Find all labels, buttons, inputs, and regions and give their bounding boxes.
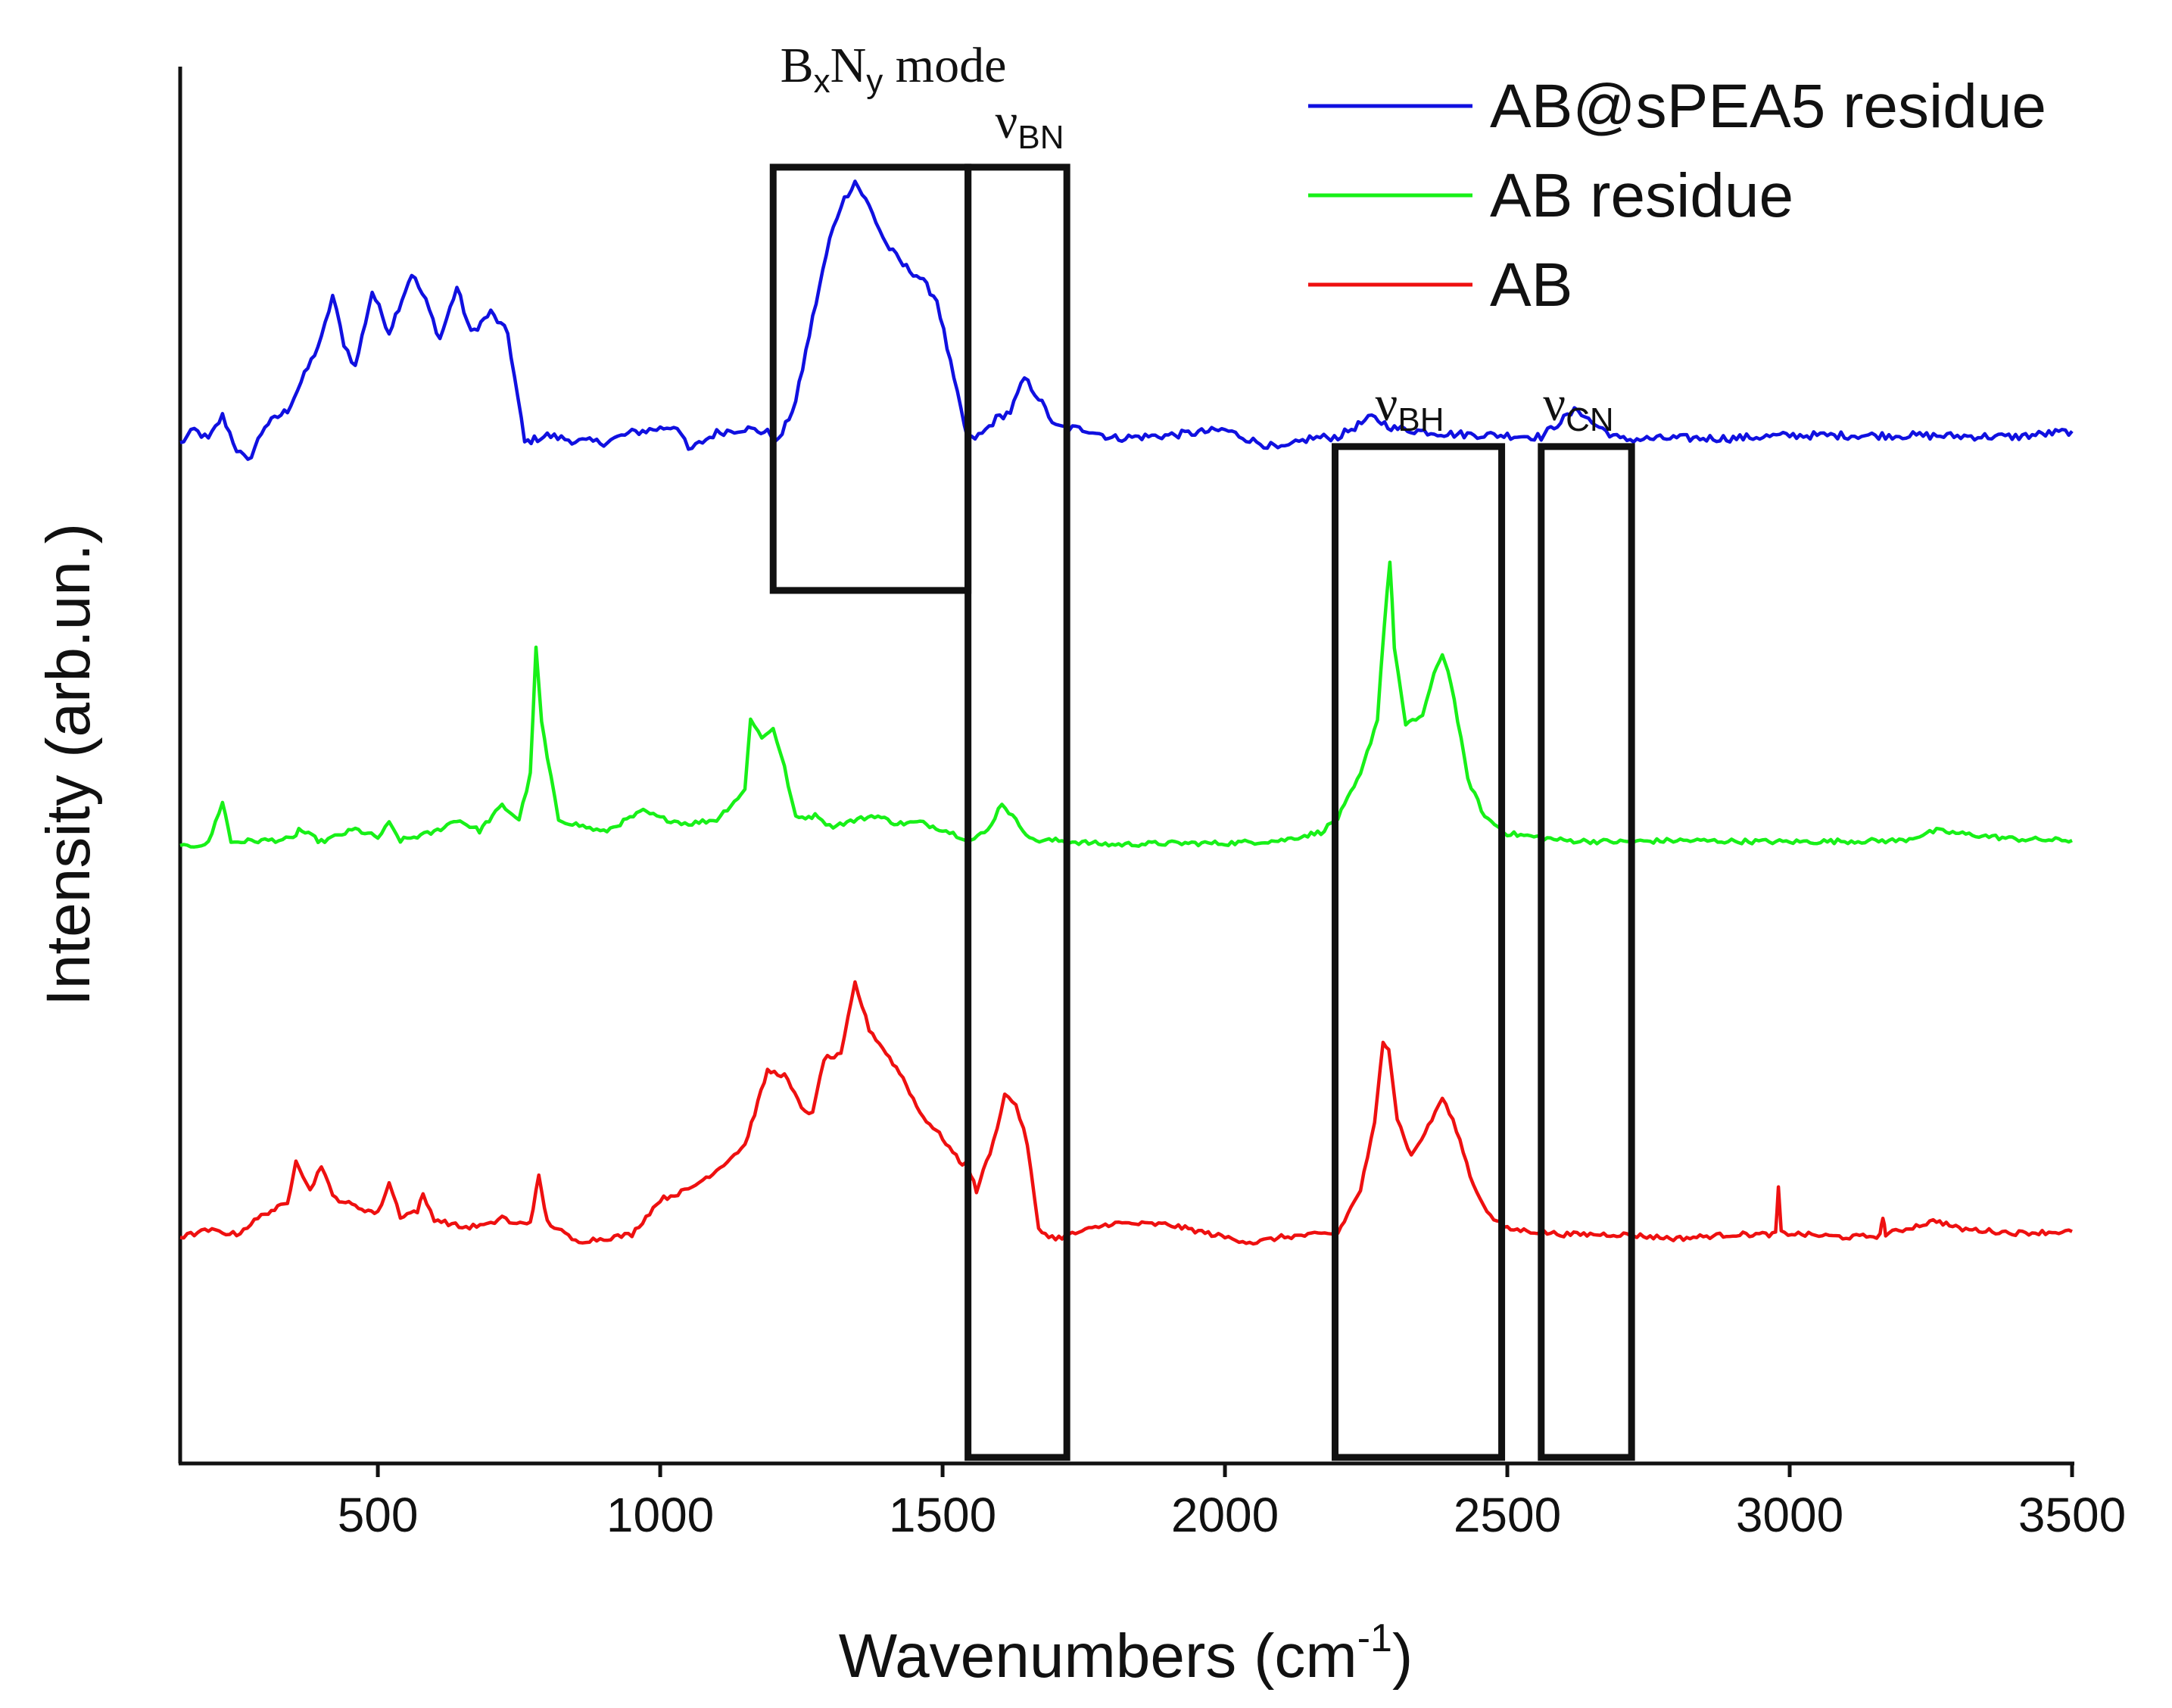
- x-axis-title: Wavenumbers (cm-1): [839, 1616, 1413, 1691]
- x-tick-label: 2500: [1454, 1488, 1561, 1542]
- bxny-mode-label: BxNy mode: [781, 38, 1007, 100]
- series-line-ab: [179, 980, 2073, 1246]
- series-line-ab-spea5-residue: [179, 179, 2074, 461]
- x-tick-label: 500: [338, 1488, 419, 1542]
- nu-bh-label: νBH: [1376, 376, 1444, 438]
- series-line-ab-residue: [179, 560, 2073, 849]
- nu-bn-label: νBN: [996, 94, 1064, 156]
- nu-cn-label: νCN: [1543, 376, 1613, 438]
- x-axis-title-end: ): [1392, 1622, 1413, 1691]
- bxny-mode-box: [769, 164, 972, 594]
- legend-label-ab-spea5-residue: AB@sPEA5 residue: [1490, 72, 2046, 141]
- x-tick-label: 3500: [2018, 1488, 2126, 1542]
- x-tick-label: 1000: [606, 1488, 714, 1542]
- nu-cn-box: [1538, 443, 1635, 1461]
- legend-label-ab-residue: AB residue: [1490, 161, 1793, 230]
- nu-bh-box: [1332, 443, 1506, 1461]
- nu-bn-box: [964, 164, 1070, 1461]
- legend: AB@sPEA5 residue AB residue AB: [1308, 72, 2046, 319]
- legend-label-ab: AB: [1490, 251, 1572, 319]
- x-axis-ticks: 500 1000 1500 2000 2500 3000 3500: [338, 1463, 2126, 1542]
- x-tick-label: 1500: [889, 1488, 996, 1542]
- y-axis-title: Intensity (arb.un.): [34, 523, 103, 1006]
- x-axis-title-superscript: -1: [1357, 1616, 1392, 1660]
- x-tick-label: 3000: [1736, 1488, 1843, 1542]
- x-tick-label: 2000: [1171, 1488, 1279, 1542]
